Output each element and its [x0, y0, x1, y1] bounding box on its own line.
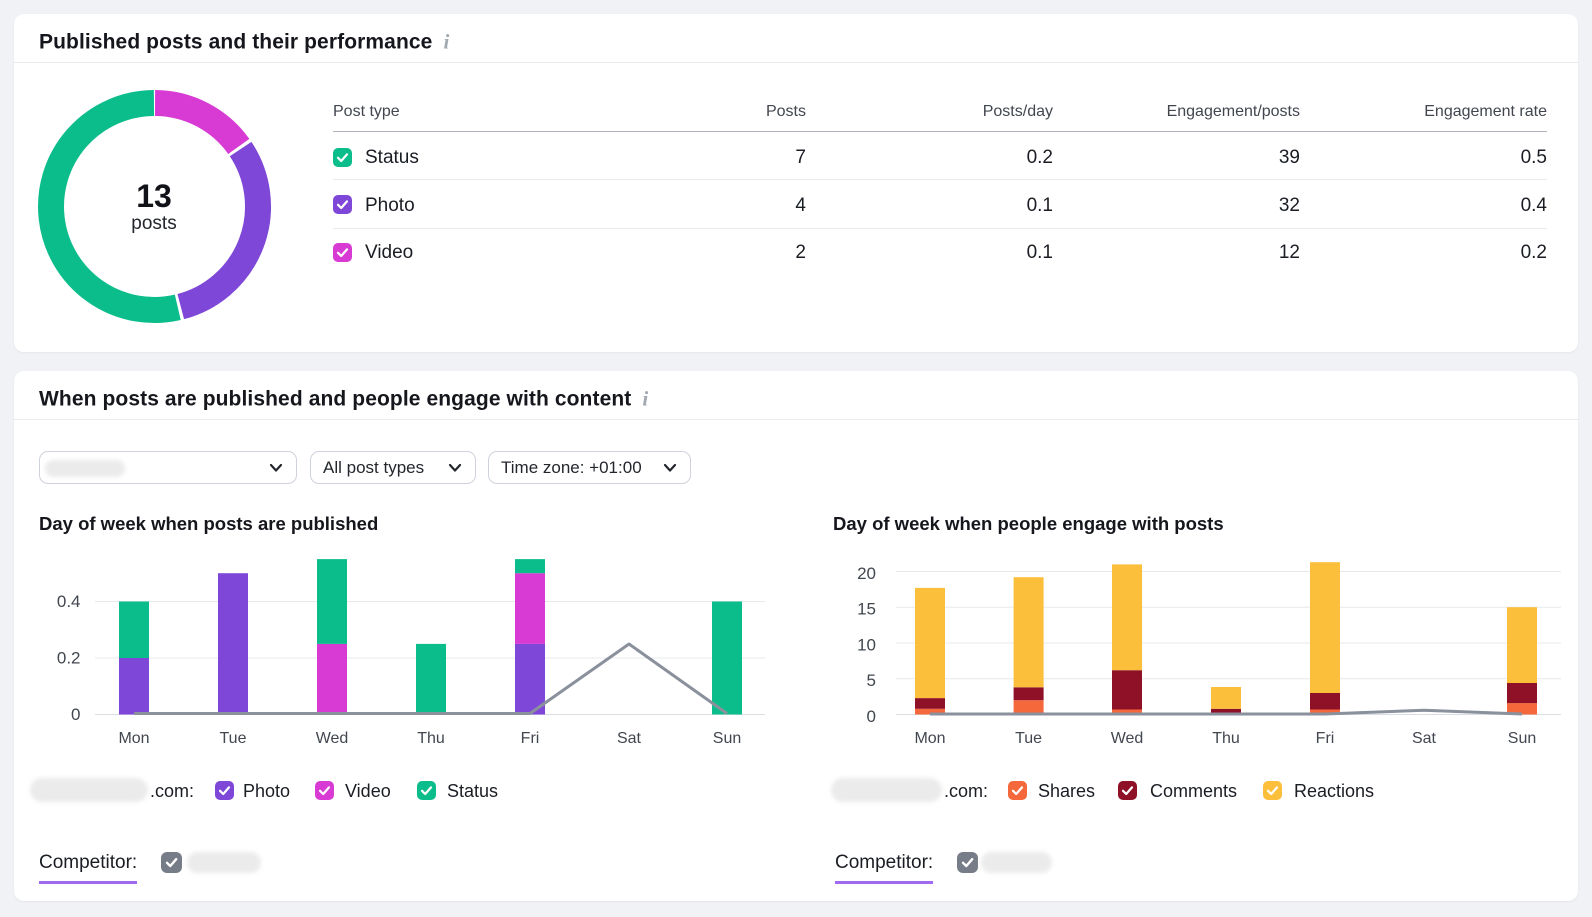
svg-text:Thu: Thu	[417, 730, 445, 747]
svg-text:0.4: 0.4	[57, 592, 81, 611]
svg-text:Fri: Fri	[1316, 730, 1335, 747]
svg-text:5: 5	[867, 671, 876, 690]
svg-text:0: 0	[867, 707, 876, 726]
svg-text:10: 10	[857, 636, 876, 655]
svg-text:15: 15	[857, 600, 876, 619]
svg-text:Mon: Mon	[118, 730, 149, 747]
svg-text:Tue: Tue	[1015, 730, 1042, 747]
svg-text:Fri: Fri	[521, 730, 540, 747]
svg-text:0: 0	[71, 705, 80, 724]
svg-text:Thu: Thu	[1212, 730, 1240, 747]
svg-text:20: 20	[857, 564, 876, 583]
svg-text:Tue: Tue	[220, 730, 247, 747]
svg-text:Sat: Sat	[1412, 730, 1437, 747]
svg-text:Sun: Sun	[713, 730, 741, 747]
svg-text:Wed: Wed	[316, 730, 349, 747]
svg-text:0.2: 0.2	[57, 649, 81, 668]
svg-text:Mon: Mon	[914, 730, 945, 747]
svg-text:Sun: Sun	[1508, 730, 1536, 747]
svg-text:Wed: Wed	[1111, 730, 1144, 747]
svg-text:Sat: Sat	[617, 730, 642, 747]
